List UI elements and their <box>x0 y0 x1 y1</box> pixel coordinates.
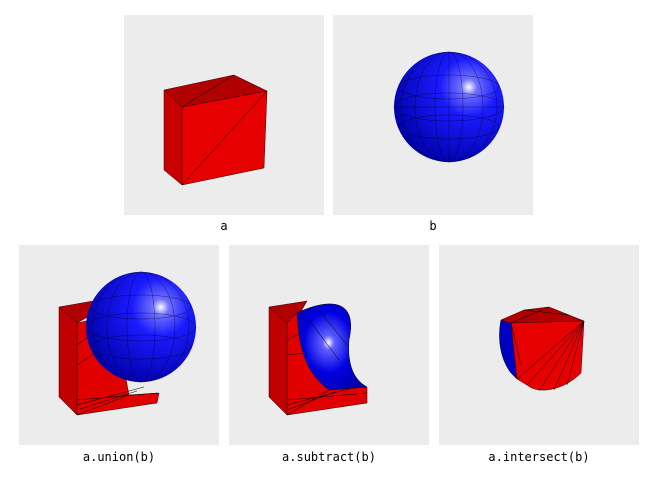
panel-intersect <box>439 245 639 445</box>
sphere-mesh <box>393 51 505 163</box>
caption-b: b <box>429 219 437 233</box>
union-sphere <box>86 272 196 382</box>
panel-union <box>19 245 219 445</box>
subtract-render <box>268 300 368 416</box>
union-render <box>58 271 197 416</box>
intersect-sphere-edge <box>499 319 518 380</box>
subtract-wire-fan <box>286 309 368 416</box>
caption-union: a.union(b) <box>82 450 156 464</box>
panel-cube-a <box>124 15 324 215</box>
panel-sphere-b <box>333 15 533 215</box>
caption-a: a <box>220 219 228 233</box>
panel-subtract <box>229 245 429 445</box>
cube-render <box>163 74 268 186</box>
sphere-render <box>393 51 505 163</box>
intersect-render <box>499 306 585 392</box>
caption-subtract: a.subtract(b) <box>282 450 376 464</box>
intersect-wire-fan <box>510 306 585 392</box>
subtract-cavity <box>296 303 368 391</box>
caption-intersect: a.intersect(b) <box>488 450 590 464</box>
